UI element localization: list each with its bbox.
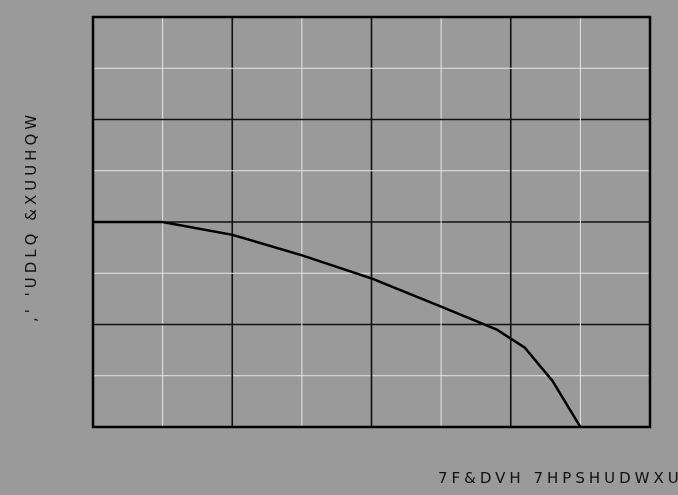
series-line: [93, 220, 582, 428]
x-axis-label: 7F&DVH 7HPSHUDWXUH: [438, 469, 678, 487]
grid: [93, 17, 650, 427]
y-axis-label: ,' 'UDLQ &XUUHQW: [22, 111, 40, 322]
